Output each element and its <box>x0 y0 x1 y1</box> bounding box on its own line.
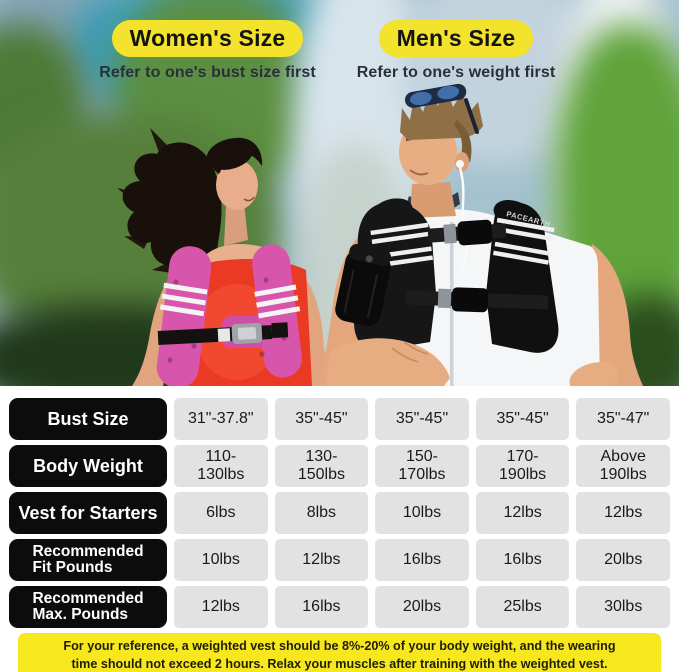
table-cell: 35"-45" <box>274 398 369 440</box>
table-cell: 30lbs <box>576 586 670 628</box>
table-cell: 6lbs <box>174 492 268 534</box>
reflective-stripes <box>159 282 208 317</box>
womens-weighted-vest <box>156 244 302 386</box>
table-cell: 20lbs <box>375 586 469 628</box>
table-cell: 10lbs <box>375 492 469 534</box>
table-cell: 25lbs <box>475 586 570 628</box>
man-neck <box>410 182 456 218</box>
reflective-stripes <box>370 222 434 268</box>
earbud <box>456 160 464 168</box>
strap-slider <box>443 223 457 244</box>
chest-strap <box>271 322 289 339</box>
mens-size-header: Men's Size Refer to one's weight first <box>341 20 571 82</box>
woman-neck <box>224 202 248 246</box>
table-cell: 31"-37.8" <box>174 398 268 440</box>
mens-weighted-vest: PACEARTH <box>335 198 559 353</box>
womens-size-subtitle: Refer to one's bust size first <box>99 64 316 81</box>
woman-face <box>216 160 258 210</box>
womens-size-header: Women's Size Refer to one's bust size fi… <box>35 20 380 82</box>
table-cell: 35"-45" <box>375 398 469 440</box>
strap-slider <box>437 288 452 309</box>
row-label-recommended-fit-pounds: Recommended Fit Pounds <box>9 539 167 581</box>
man-figure: PACEARTH <box>318 83 643 386</box>
woman-figure <box>117 128 336 386</box>
table-cell: 16lbs <box>375 539 469 581</box>
table-cell: 35"-45" <box>475 398 570 440</box>
table-cell: 12lbs <box>475 492 570 534</box>
sunglasses-temple <box>464 98 479 134</box>
row-label-recommended-max-pounds: Recommended Max. Pounds <box>9 586 167 628</box>
table-cell: 20lbs <box>576 539 670 581</box>
reference-note: For your reference, a weighted vest shou… <box>18 633 661 672</box>
woman-smile <box>243 196 255 202</box>
runners-illustration: PACEARTH <box>117 83 643 386</box>
row-label-vest-for-starters: Vest for Starters <box>9 492 167 534</box>
reflective-stripes <box>254 284 301 319</box>
table-cell: 16lbs <box>475 539 570 581</box>
man-smile <box>409 169 429 176</box>
table-cell: 150- 170lbs <box>375 445 469 487</box>
womens-size-badge: Women's Size <box>111 20 304 57</box>
woman-hair <box>206 137 263 174</box>
table-cell: 170- 190lbs <box>475 445 570 487</box>
sunglasses <box>404 83 467 108</box>
man-hand <box>569 362 619 386</box>
woman-ponytail-hair <box>117 128 222 273</box>
strap-slider <box>217 328 231 342</box>
table-cell: Above 190lbs <box>576 445 670 487</box>
buckle <box>451 287 489 313</box>
table-cell: 12lbs <box>576 492 670 534</box>
table-cell: 12lbs <box>174 586 268 628</box>
table-cell: 130- 150lbs <box>274 445 369 487</box>
mens-size-subtitle: Refer to one's weight first <box>356 64 556 81</box>
lifestyle-photo: PACEARTH <box>0 0 679 386</box>
table-cell: 10lbs <box>174 539 268 581</box>
vest-panel <box>486 202 559 353</box>
reflective-stripes <box>492 217 555 265</box>
man-hair <box>400 88 483 162</box>
table-cell: 35"-47" <box>576 398 670 440</box>
vest-shoulder-strap <box>156 246 212 386</box>
table-cell: 110- 130lbs <box>174 445 268 487</box>
buckle-clasp <box>237 327 257 340</box>
row-label-bust-size: Bust Size <box>9 398 167 440</box>
finger-lines <box>391 341 429 363</box>
table-cell: 16lbs <box>274 586 369 628</box>
buckle <box>457 219 493 246</box>
arm-pouch <box>335 244 391 326</box>
table-cell: 12lbs <box>274 539 369 581</box>
size-chart-table: Bust Size 31"-37.8" 35"-45" 35"-45" 35"-… <box>0 398 679 628</box>
man-arm <box>586 244 643 386</box>
photo-text-overlay: Women's Size Refer to one's bust size fi… <box>35 20 571 82</box>
table-cell: 8lbs <box>274 492 369 534</box>
row-label-body-weight: Body Weight <box>9 445 167 487</box>
mens-size-badge: Men's Size <box>378 20 534 57</box>
